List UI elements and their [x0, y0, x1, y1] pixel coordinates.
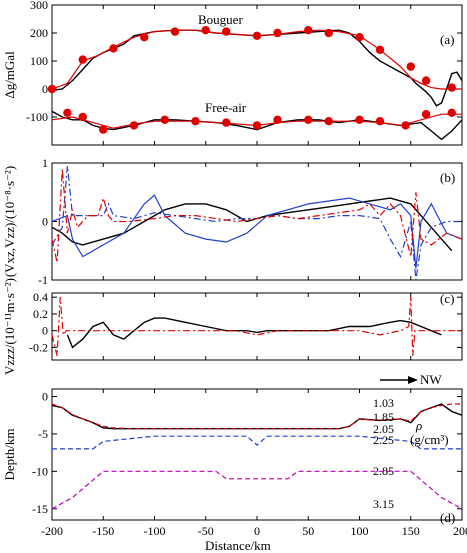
panel-a: -100 0 100 200 300 Δg/mGal — [2, 0, 463, 146]
data-point-freeair — [222, 118, 231, 127]
x-tick-label: 0 — [254, 524, 260, 538]
density-label-5: 2.85 — [373, 464, 394, 478]
data-point-bouguer — [222, 27, 231, 36]
panel-label-b: (b) — [440, 170, 455, 185]
data-point-freeair — [78, 112, 87, 122]
y-axis-label: Δg/mGal — [2, 51, 17, 99]
data-point-freeair — [191, 117, 200, 126]
y-tick-label: 0.2 — [33, 307, 48, 321]
x-tick-label: -200 — [41, 524, 63, 538]
y-tick-label: -100 — [26, 110, 48, 124]
freeair-label: Free-air — [205, 100, 247, 115]
data-point-bouguer — [447, 83, 456, 92]
panel-frame — [51, 388, 463, 521]
x-tick-label: 150 — [402, 524, 420, 538]
y-tick-label: 0 — [42, 389, 48, 403]
density-label-2: 1.85 — [373, 410, 394, 424]
data-point-bouguer — [252, 31, 262, 40]
y-axis-label: Vzzz/(10⁻¹¹m·s⁻²) — [2, 278, 17, 375]
y-tick-label: 1 — [42, 156, 48, 170]
panel-d: -15-10-50-200-150-100-50050100150200Dept… — [2, 388, 467, 538]
series-line-3 — [51, 470, 463, 510]
data-point-freeair — [63, 108, 72, 118]
data-point-bouguer — [304, 26, 313, 35]
density-label-6: 3.15 — [373, 497, 394, 511]
x-tick-label: 200 — [453, 524, 467, 538]
density-legend-title: ρ — [415, 418, 422, 433]
series-line-0 — [51, 403, 463, 430]
data-point-bouguer — [375, 45, 385, 54]
x-tick-label: 50 — [302, 524, 314, 538]
series-line-0 — [51, 29, 463, 107]
data-point-freeair — [375, 117, 385, 126]
series-line-3 — [51, 168, 463, 263]
panel-label-d: (d) — [440, 510, 455, 525]
y-tick-label: -5 — [38, 427, 48, 441]
data-point-bouguer — [140, 33, 149, 42]
density-label-1: 1.03 — [373, 396, 394, 410]
y-tick-label: -1 — [38, 273, 48, 287]
data-point-bouguer — [78, 55, 87, 64]
y-tick-label: 0 — [42, 215, 48, 229]
panel-b: -1 0 1 (Vxz,Vzz)/(10⁻⁸·s⁻²) — [2, 156, 463, 287]
data-point-freeair — [324, 117, 333, 126]
data-point-bouguer — [109, 44, 118, 53]
data-point-freeair — [355, 115, 364, 125]
density-label-4: 2.25 — [373, 433, 394, 447]
y-tick-label: 0 — [42, 82, 48, 96]
data-point-bouguer — [201, 26, 210, 35]
density-legend-unit: (g/cm³) — [410, 432, 449, 447]
panel-frame — [51, 292, 463, 361]
data-point-freeair — [252, 121, 262, 130]
data-point-bouguer — [324, 28, 333, 38]
data-point-freeair — [160, 115, 169, 125]
series-line-1 — [51, 194, 463, 269]
series-line-1 — [51, 403, 462, 430]
y-axis-label: Depth/km — [2, 429, 17, 481]
y-tick-label: 0 — [42, 324, 48, 338]
x-tick-label: -50 — [198, 524, 214, 538]
data-point-freeair — [447, 108, 456, 118]
data-point-freeair — [304, 115, 313, 125]
x-axis-label: Distance/km — [205, 538, 271, 553]
data-point-freeair — [421, 110, 431, 119]
data-point-bouguer — [406, 62, 415, 71]
y-tick-label: -15 — [32, 502, 48, 516]
series-line-1 — [51, 297, 462, 356]
y-tick-label: 200 — [30, 26, 48, 40]
data-point-bouguer — [421, 76, 431, 85]
data-point-bouguer — [273, 28, 282, 38]
data-point-bouguer — [355, 33, 364, 42]
x-tick-label: -100 — [144, 524, 166, 538]
panel-c: -0.2 0 0.2 0.4 Vzzz/(10⁻¹¹m·s⁻²) — [2, 278, 463, 375]
data-point-freeair — [273, 115, 282, 125]
data-point-freeair — [129, 121, 139, 130]
y-tick-label: 100 — [30, 54, 48, 68]
density-label-3: 2.05 — [373, 422, 394, 436]
y-tick-label: 0.4 — [33, 290, 48, 304]
data-point-freeair — [401, 121, 410, 130]
y-axis-label: (Vxz,Vzz)/(10⁻⁸·s⁻²) — [2, 166, 17, 277]
bouguer-label: Bouguer — [198, 12, 243, 27]
series-line-2 — [52, 435, 462, 450]
series-line-0 — [66, 317, 442, 349]
series-line-2 — [51, 110, 463, 141]
x-tick-label: 100 — [351, 524, 369, 538]
y-tick-label: -0.2 — [29, 340, 48, 354]
panel-label-c: (c) — [440, 291, 454, 306]
data-point-freeair — [99, 125, 108, 134]
series-line-2 — [51, 165, 462, 281]
data-point-bouguer — [47, 84, 57, 94]
panel-frame — [51, 162, 463, 281]
y-tick-label: -10 — [32, 464, 48, 478]
direction-label: NW — [420, 372, 442, 387]
direction-arrow-icon — [380, 376, 418, 384]
data-point-bouguer — [170, 27, 180, 36]
panel-label-a: (a) — [440, 32, 454, 47]
y-tick-label: 300 — [30, 0, 48, 12]
x-tick-label: -150 — [92, 524, 114, 538]
